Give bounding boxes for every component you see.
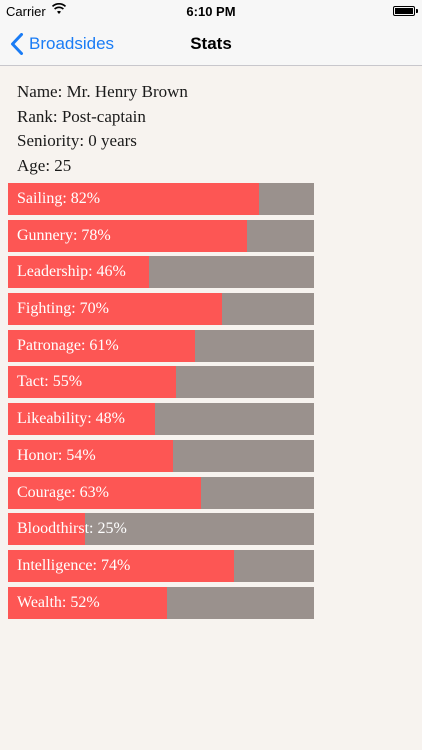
stat-bar-bloodthirst: Bloodthirst: 25% xyxy=(8,513,314,546)
stat-fill xyxy=(8,293,223,326)
stat-label: Likeability: 48% xyxy=(17,410,125,428)
stat-label: Leadership: 46% xyxy=(17,263,126,281)
officer-age: Age: 25 xyxy=(17,155,72,175)
stat-fill xyxy=(8,256,149,289)
stat-bar-patronage: Patronage: 61% xyxy=(8,329,314,362)
stat-fill xyxy=(8,439,174,472)
stat-bar-gunnery: Gunnery: 78% xyxy=(8,219,314,252)
stat-label: Gunnery: 78% xyxy=(17,226,111,244)
stat-bar-courage: Courage: 63% xyxy=(8,476,314,509)
stat-fill xyxy=(8,586,168,619)
stat-fill xyxy=(8,366,177,399)
stat-label: Honor: 54% xyxy=(17,446,96,464)
status-time: 6:10 PM xyxy=(186,4,236,19)
stat-bar-sailing: Sailing: 82% xyxy=(8,183,314,215)
stat-bar-leadership: Leadership: 46% xyxy=(8,256,314,289)
officer-seniority: Seniority: 0 years xyxy=(17,131,137,150)
battery-icon xyxy=(393,6,418,16)
stat-label: Fighting: 70% xyxy=(17,300,110,318)
navigation-bar: Broadsides Stats xyxy=(0,22,422,66)
stat-label: Intelligence: 74% xyxy=(17,556,131,574)
stat-bar-tact: Tact: 55% xyxy=(8,366,314,399)
stat-label: Patronage: 61% xyxy=(17,336,119,354)
stat-fill xyxy=(8,549,235,582)
officer-name: Name: Mr. Henry Brown xyxy=(17,82,188,101)
stat-label: Wealth: 52% xyxy=(17,593,100,611)
stat-label: Bloodthirst: 25% xyxy=(17,520,127,538)
stat-fill xyxy=(8,219,247,252)
stat-label: Courage: 63% xyxy=(17,483,109,501)
stat-label: Tact: 55% xyxy=(17,373,83,391)
stat-fill xyxy=(8,476,201,509)
stat-fill xyxy=(8,329,195,362)
back-button[interactable]: Broadsides xyxy=(10,22,114,66)
stat-bar-fighting: Fighting: 70% xyxy=(8,293,314,326)
carrier-label: Carrier xyxy=(6,4,46,19)
status-bar: Carrier 6:10 PM xyxy=(0,0,422,22)
wifi-icon xyxy=(52,3,66,14)
stat-fill xyxy=(8,513,85,546)
stats-list: Sailing: 82% Gunnery: 78% Leadership: 46… xyxy=(8,183,314,623)
stat-fill xyxy=(8,403,155,436)
page-title: Stats xyxy=(190,34,232,53)
stat-fill xyxy=(8,183,259,215)
stat-bar-wealth: Wealth: 52% xyxy=(8,586,314,619)
stat-bar-intelligence: Intelligence: 74% xyxy=(8,549,314,582)
back-button-label: Broadsides xyxy=(29,34,115,53)
stat-bar-likeability: Likeability: 48% xyxy=(8,403,314,436)
stat-bar-honor: Honor: 54% xyxy=(8,439,314,472)
stat-label: Sailing: 82% xyxy=(17,190,101,207)
chevron-left-icon xyxy=(11,33,23,55)
officer-rank: Rank: Post-captain xyxy=(17,106,146,126)
officer-info: Name: Mr. Henry Brown Rank: Post-captain… xyxy=(17,80,188,178)
